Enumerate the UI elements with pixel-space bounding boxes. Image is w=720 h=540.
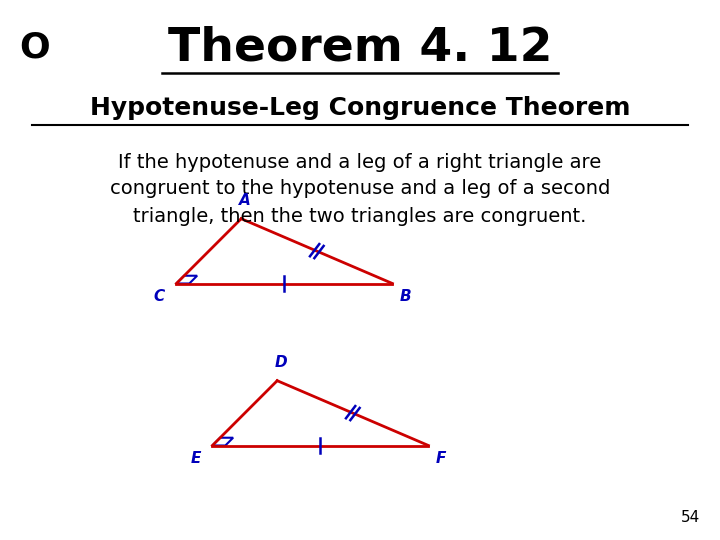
Text: D: D (274, 355, 287, 370)
Text: triangle, then the two triangles are congruent.: triangle, then the two triangles are con… (133, 206, 587, 226)
Text: congruent to the hypotenuse and a leg of a second: congruent to the hypotenuse and a leg of… (110, 179, 610, 199)
Text: A: A (239, 193, 251, 208)
Text: F: F (436, 451, 446, 466)
Text: C: C (153, 289, 165, 304)
Text: Theorem 4. 12: Theorem 4. 12 (168, 25, 552, 70)
Text: Hypotenuse-Leg Congruence Theorem: Hypotenuse-Leg Congruence Theorem (90, 96, 630, 120)
Text: B: B (400, 289, 411, 304)
Text: O: O (19, 31, 50, 64)
Text: E: E (191, 451, 201, 466)
Text: 54: 54 (680, 510, 700, 525)
Text: If the hypotenuse and a leg of a right triangle are: If the hypotenuse and a leg of a right t… (118, 152, 602, 172)
